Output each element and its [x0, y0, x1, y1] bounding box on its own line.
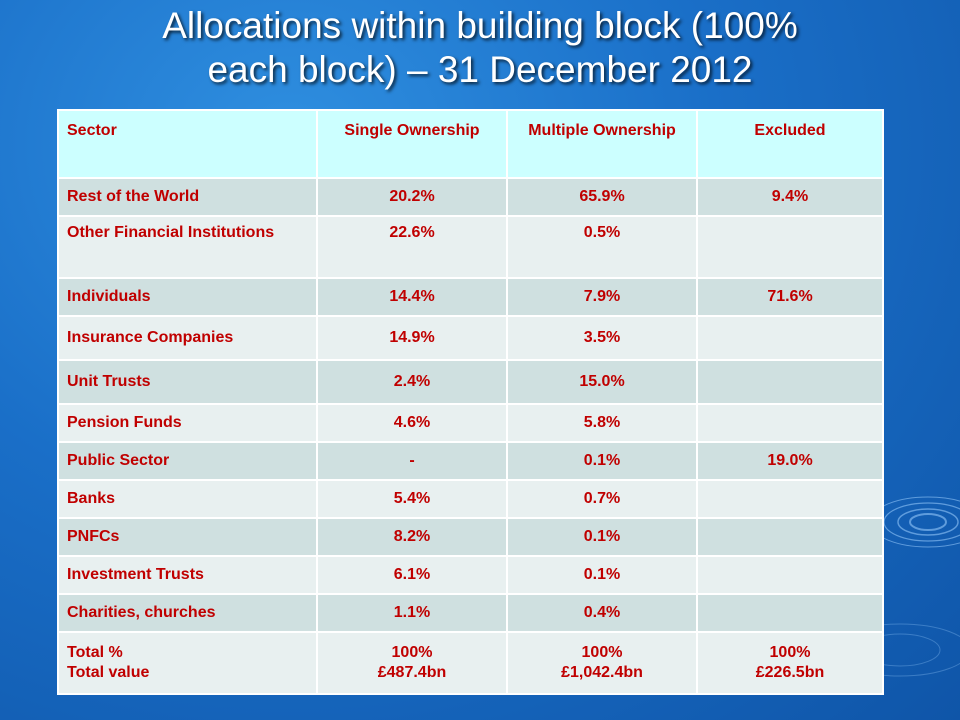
cell-total-multiple: 100% £1,042.4bn — [506, 631, 698, 695]
total-percent-label: Total % — [67, 644, 123, 661]
cell-single: 14.9% — [316, 315, 508, 361]
cell-sector: Insurance Companies — [57, 315, 318, 361]
cell-multiple: 0.7% — [506, 479, 698, 519]
total-excluded-value: £226.5bn — [755, 664, 825, 681]
cell-single: 4.6% — [316, 403, 508, 443]
total-single-value: £487.4bn — [377, 664, 447, 681]
cell-multiple: 0.1% — [506, 517, 698, 557]
cell-multiple: 3.5% — [506, 315, 698, 361]
header-excluded: Excluded — [696, 109, 884, 179]
cell-single: 20.2% — [316, 177, 508, 217]
cell-excluded: 9.4% — [696, 177, 884, 217]
table-row: Investment Trusts 6.1% 0.1% — [57, 555, 884, 595]
table-row: Public Sector - 0.1% 19.0% — [57, 441, 884, 481]
slide-title: Allocations within building block (100% … — [0, 4, 960, 92]
table-total-row: Total % Total value 100% £487.4bn 100% £… — [57, 631, 884, 695]
table-row: PNFCs 8.2% 0.1% — [57, 517, 884, 557]
cell-sector: Other Financial Institutions — [57, 215, 318, 279]
allocations-table: Sector Single Ownership Multiple Ownersh… — [57, 109, 884, 695]
cell-excluded — [696, 517, 884, 557]
cell-excluded — [696, 555, 884, 595]
cell-multiple: 7.9% — [506, 277, 698, 317]
table-row: Pension Funds 4.6% 5.8% — [57, 403, 884, 443]
cell-single: 6.1% — [316, 555, 508, 595]
table-row: Individuals 14.4% 7.9% 71.6% — [57, 277, 884, 317]
cell-excluded: 19.0% — [696, 441, 884, 481]
total-single-percent: 100% — [391, 644, 433, 661]
cell-sector: Public Sector — [57, 441, 318, 481]
cell-excluded — [696, 593, 884, 633]
cell-excluded — [696, 315, 884, 361]
cell-excluded — [696, 403, 884, 443]
cell-multiple: 0.5% — [506, 215, 698, 279]
cell-excluded — [696, 479, 884, 519]
cell-total-label: Total % Total value — [57, 631, 318, 695]
header-sector: Sector — [57, 109, 318, 179]
cell-multiple: 0.1% — [506, 555, 698, 595]
table-row: Charities, churches 1.1% 0.4% — [57, 593, 884, 633]
cell-multiple: 0.1% — [506, 441, 698, 481]
cell-multiple: 0.4% — [506, 593, 698, 633]
header-multiple-ownership: Multiple Ownership — [506, 109, 698, 179]
table-row: Rest of the World 20.2% 65.9% 9.4% — [57, 177, 884, 217]
total-excluded-percent: 100% — [769, 644, 811, 661]
cell-multiple: 65.9% — [506, 177, 698, 217]
slide-title-line-2: each block) – 31 December 2012 — [207, 49, 753, 90]
cell-sector: Unit Trusts — [57, 359, 318, 405]
cell-single: 22.6% — [316, 215, 508, 279]
cell-single: 14.4% — [316, 277, 508, 317]
cell-sector: Charities, churches — [57, 593, 318, 633]
cell-sector: Pension Funds — [57, 403, 318, 443]
cell-single: - — [316, 441, 508, 481]
table-row: Banks 5.4% 0.7% — [57, 479, 884, 519]
table-row: Insurance Companies 14.9% 3.5% — [57, 315, 884, 361]
cell-excluded: 71.6% — [696, 277, 884, 317]
cell-single: 2.4% — [316, 359, 508, 405]
cell-single: 8.2% — [316, 517, 508, 557]
cell-total-excluded: 100% £226.5bn — [696, 631, 884, 695]
cell-excluded — [696, 359, 884, 405]
cell-single: 5.4% — [316, 479, 508, 519]
cell-sector: Rest of the World — [57, 177, 318, 217]
cell-sector: Individuals — [57, 277, 318, 317]
slide-title-line-1: Allocations within building block (100% — [162, 5, 798, 46]
cell-sector: PNFCs — [57, 517, 318, 557]
cell-single: 1.1% — [316, 593, 508, 633]
cell-sector: Banks — [57, 479, 318, 519]
total-multiple-percent: 100% — [581, 644, 623, 661]
total-value-label: Total value — [67, 664, 150, 681]
table-row: Unit Trusts 2.4% 15.0% — [57, 359, 884, 405]
header-single-ownership: Single Ownership — [316, 109, 508, 179]
cell-total-single: 100% £487.4bn — [316, 631, 508, 695]
table-row: Other Financial Institutions 22.6% 0.5% — [57, 215, 884, 279]
cell-multiple: 5.8% — [506, 403, 698, 443]
cell-sector: Investment Trusts — [57, 555, 318, 595]
table-header-row: Sector Single Ownership Multiple Ownersh… — [57, 109, 884, 179]
cell-multiple: 15.0% — [506, 359, 698, 405]
total-multiple-value: £1,042.4bn — [561, 664, 643, 681]
cell-excluded — [696, 215, 884, 279]
